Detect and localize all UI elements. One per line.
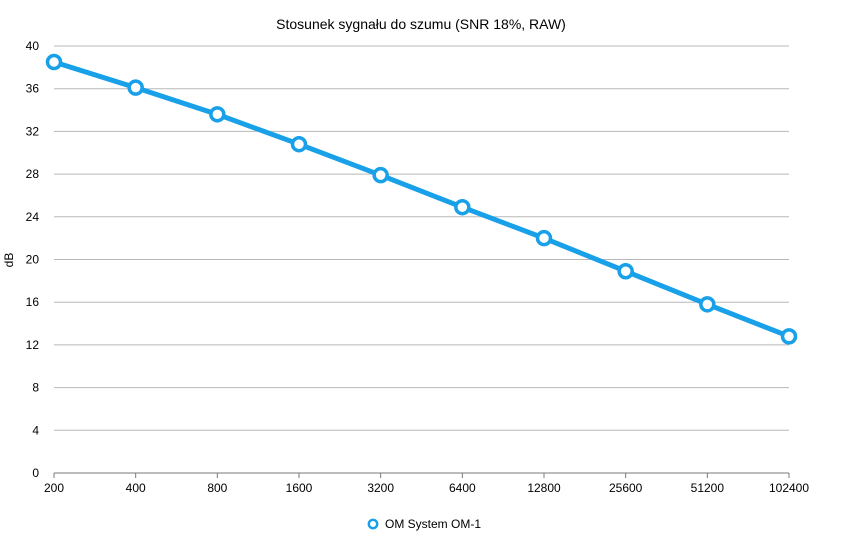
- x-tick-label: 800: [207, 481, 227, 495]
- x-tick-label: 102400: [769, 481, 809, 495]
- y-tick-label: 40: [26, 39, 40, 53]
- x-tick-label: 51200: [691, 481, 725, 495]
- y-tick-label: 12: [26, 338, 40, 352]
- data-point: [780, 328, 798, 345]
- data-point: [617, 262, 634, 280]
- y-axis-label: dB: [2, 253, 16, 268]
- y-tick-label: 28: [26, 167, 40, 181]
- x-axis-ticks: 200 400 800 1600 3200 6400 12800 25600 51200 1024…: [44, 473, 809, 495]
- y-tick-label: 8: [32, 381, 39, 395]
- series-om-system-om-1: [45, 53, 798, 345]
- data-point: [454, 198, 471, 216]
- legend: OM System OM-1: [367, 517, 481, 531]
- data-point: [699, 296, 716, 313]
- legend-label-om-system-om-1: OM System OM-1: [385, 517, 481, 531]
- x-tick-label: 3200: [367, 481, 394, 495]
- x-tick-label: 6400: [449, 481, 476, 495]
- data-point: [535, 229, 553, 247]
- x-tick-label: 400: [126, 481, 146, 495]
- legend-marker-om-system-om-1: [367, 518, 379, 530]
- x-tick-label: 200: [44, 481, 64, 495]
- y-tick-label: 36: [26, 82, 40, 96]
- gridlines: [54, 45, 789, 431]
- data-point: [127, 79, 144, 96]
- chart-title: Stosunek sygnału do szumu (SNR 18%, RAW): [276, 16, 566, 32]
- y-tick-label: 24: [26, 210, 40, 224]
- y-tick-label: 32: [26, 124, 40, 138]
- x-tick-label: 1600: [286, 481, 313, 495]
- data-point: [372, 166, 389, 184]
- series-line: [51, 59, 792, 339]
- y-tick-label: 20: [26, 253, 40, 267]
- y-axis-ticks: 0 4 8 12 16 20 24 28 32 36 40: [26, 39, 40, 480]
- y-tick-label: 4: [32, 423, 39, 437]
- data-point: [290, 135, 308, 153]
- y-tick-label: 0: [32, 466, 39, 480]
- y-tick-label: 16: [26, 295, 40, 309]
- x-tick-label: 25600: [609, 481, 643, 495]
- x-tick-label: 12800: [527, 481, 561, 495]
- data-point: [209, 106, 226, 123]
- data-point: [45, 53, 63, 71]
